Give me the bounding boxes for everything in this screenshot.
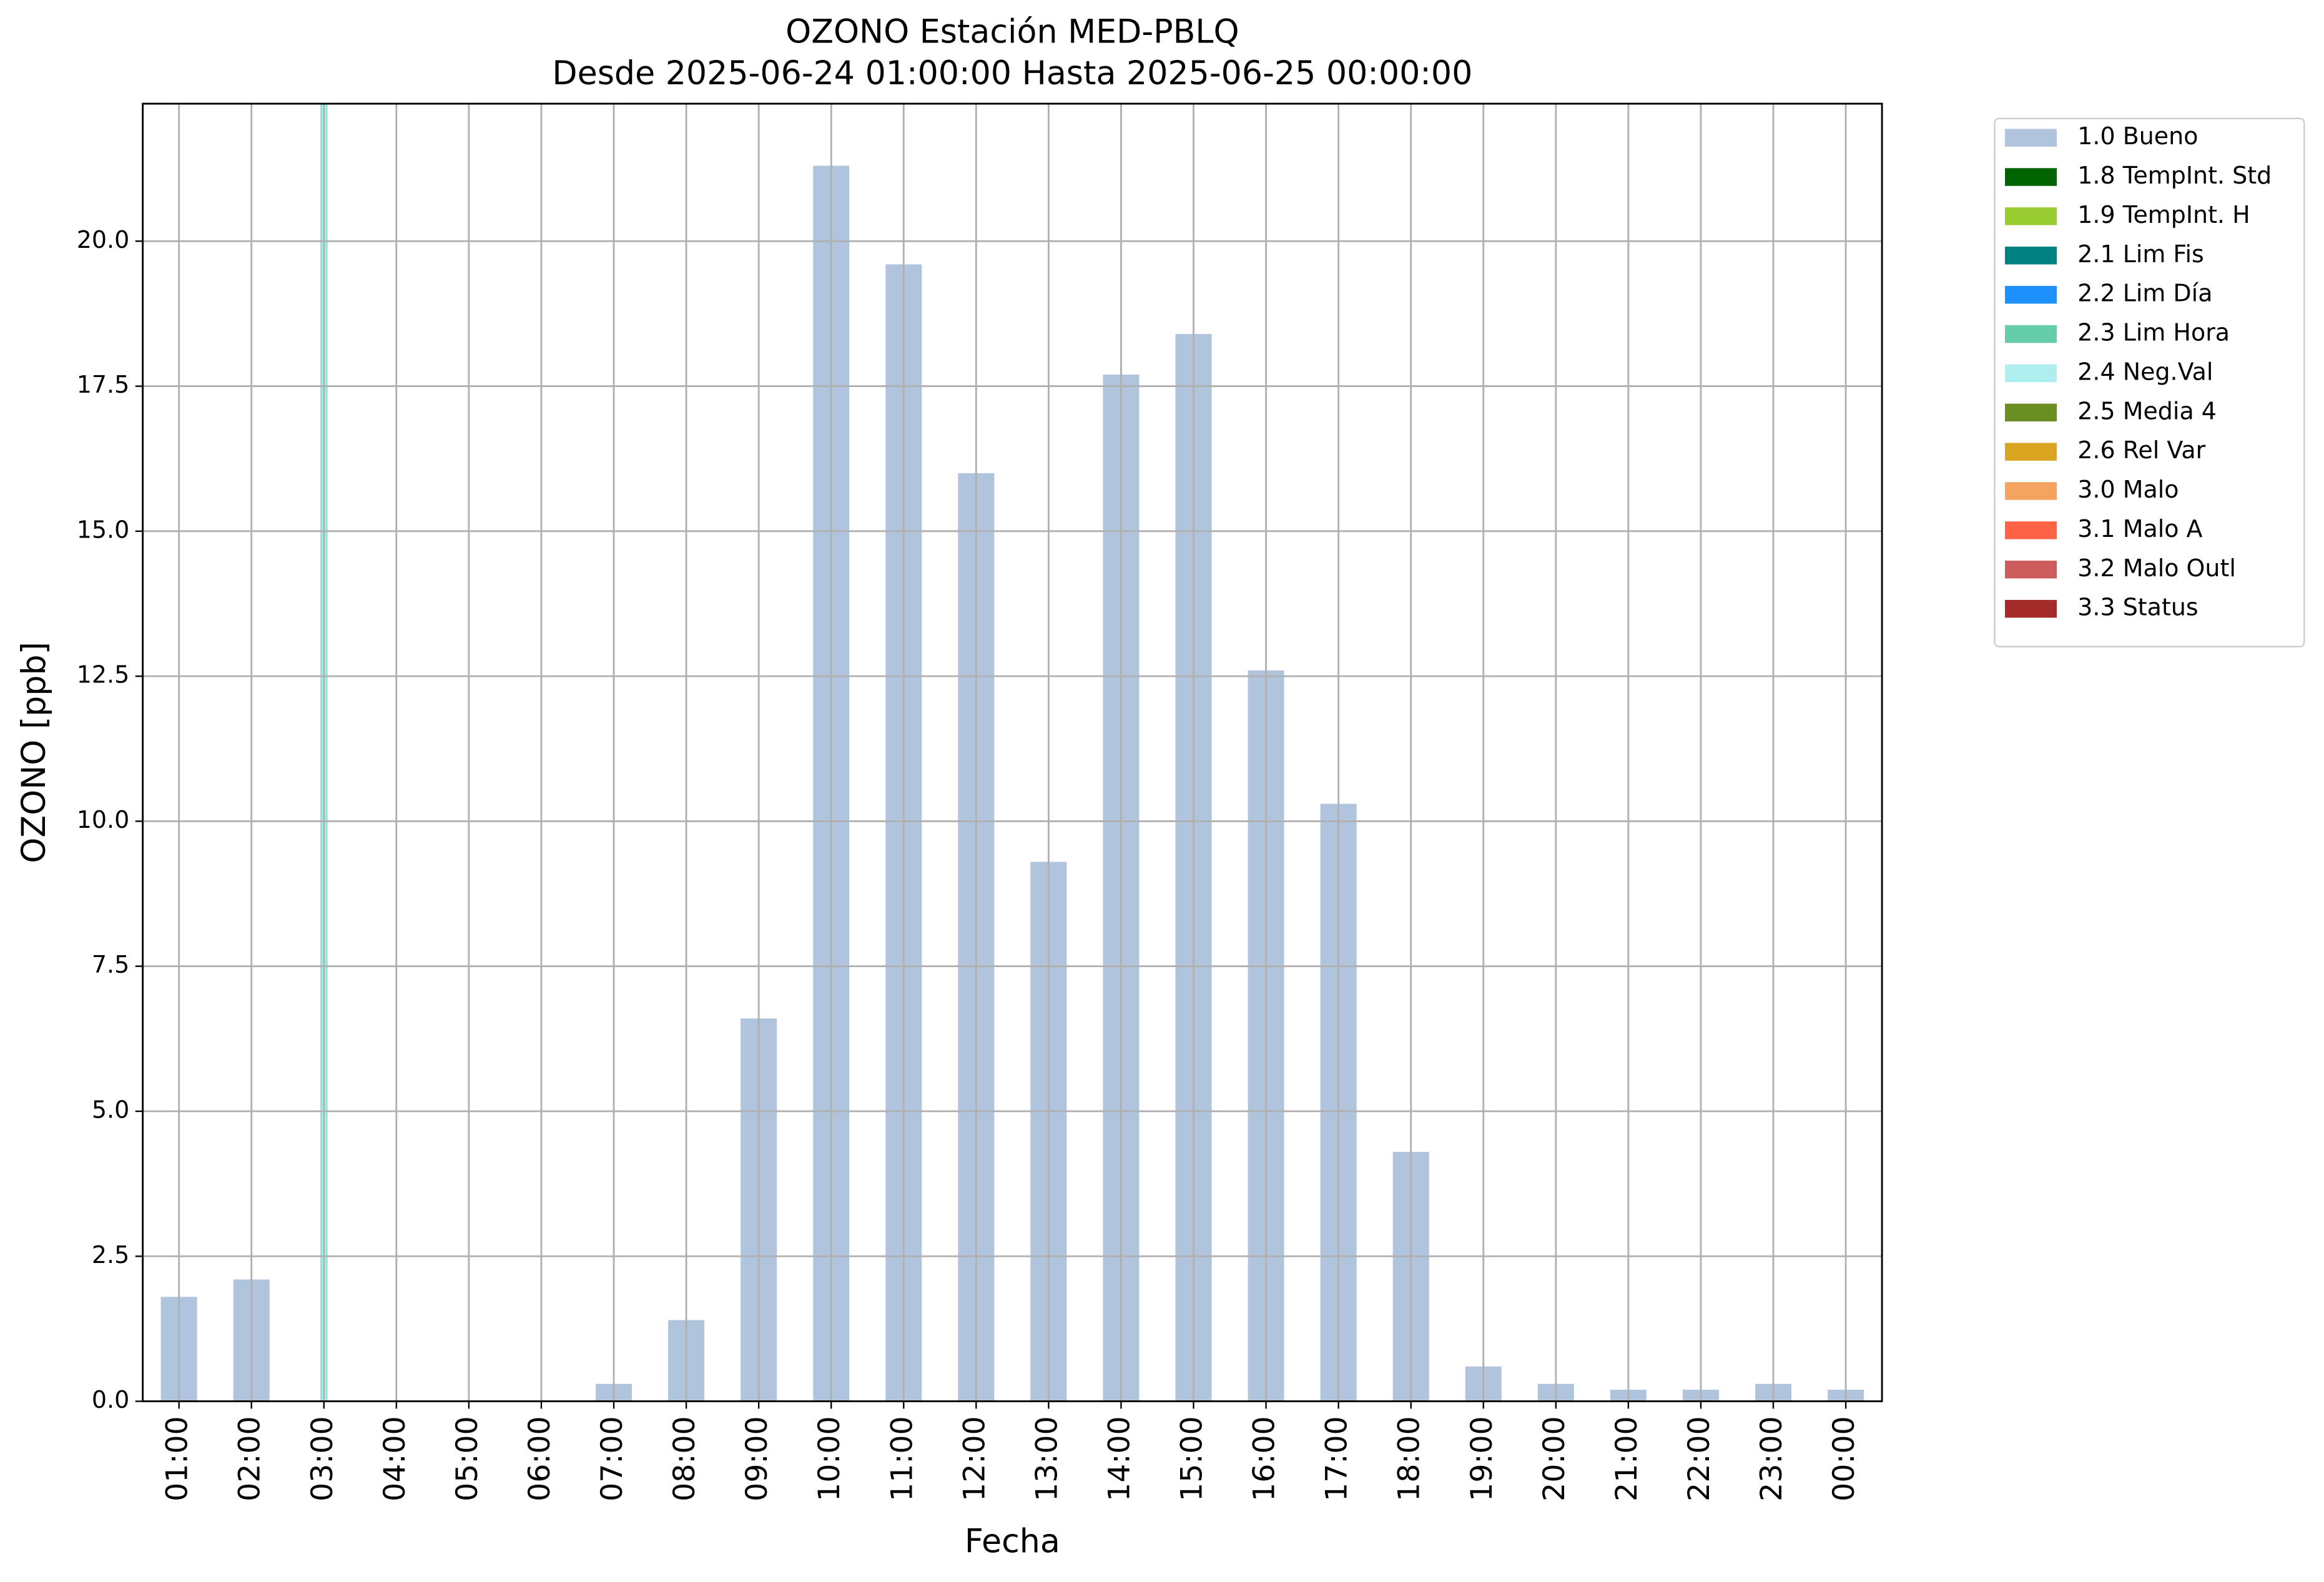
y-tick-label: 2.5 xyxy=(92,1241,129,1269)
legend-swatch xyxy=(2005,285,2057,304)
x-tick-label: 15:00 xyxy=(1175,1416,1209,1501)
legend-label: 1.0 Bueno xyxy=(2077,122,2198,150)
x-axis-label: Fecha xyxy=(965,1523,1060,1560)
legend-label: 2.1 Lim Fis xyxy=(2077,240,2204,268)
legend-swatch xyxy=(2005,129,2057,147)
x-tick-label: 11:00 xyxy=(885,1416,919,1501)
x-tick-label: 12:00 xyxy=(957,1416,992,1501)
legend-swatch xyxy=(2005,561,2057,579)
legend-label: 3.0 Malo xyxy=(2077,476,2179,503)
legend-label: 2.3 Lim Hora xyxy=(2077,319,2230,346)
y-tick-label: 10.0 xyxy=(77,806,130,833)
x-tick-label: 07:00 xyxy=(595,1416,629,1501)
x-tick-label: 21:00 xyxy=(1610,1416,1644,1501)
legend-label: 1.8 TempInt. Std xyxy=(2077,162,2272,189)
chart-subtitle: Desde 2025-06-24 01:00:00 Hasta 2025-06-… xyxy=(552,55,1472,92)
y-tick-label: 20.0 xyxy=(77,226,130,253)
legend-label: 3.3 Status xyxy=(2077,594,2198,621)
legend-label: 2.6 Rel Var xyxy=(2077,436,2205,464)
x-tick-label: 06:00 xyxy=(523,1416,557,1501)
legend-label: 2.5 Media 4 xyxy=(2077,397,2217,425)
legend-swatch xyxy=(2005,364,2057,383)
y-tick-label: 12.5 xyxy=(77,661,130,689)
y-axis-label: OZONO [ppb] xyxy=(16,642,53,863)
x-tick-label: 18:00 xyxy=(1392,1416,1427,1501)
x-tick-label: 19:00 xyxy=(1465,1416,1499,1501)
x-tick-label: 22:00 xyxy=(1682,1416,1716,1501)
x-tick-label: 01:00 xyxy=(160,1416,195,1501)
legend-label: 3.1 Malo A xyxy=(2077,515,2202,543)
legend-swatch xyxy=(2005,521,2057,539)
legend-swatch xyxy=(2005,482,2057,500)
legend-label: 2.4 Neg.Val xyxy=(2077,358,2213,385)
x-tick-label: 13:00 xyxy=(1030,1416,1064,1501)
legend-label: 3.2 Malo Outl xyxy=(2077,554,2236,582)
y-tick-label: 0.0 xyxy=(92,1386,129,1413)
x-tick-label: 08:00 xyxy=(667,1416,702,1501)
x-tick-label: 10:00 xyxy=(812,1416,847,1501)
x-tick-label: 23:00 xyxy=(1755,1416,1789,1501)
legend-box xyxy=(1994,117,2305,647)
legend-swatch xyxy=(2005,325,2057,343)
plot-frame xyxy=(142,102,1883,1402)
y-tick-label: 7.5 xyxy=(92,951,129,978)
legend-label: 1.9 TempInt. H xyxy=(2077,201,2250,228)
x-tick-label: 03:00 xyxy=(305,1416,340,1501)
x-tick-label: 17:00 xyxy=(1320,1416,1354,1501)
legend-swatch xyxy=(2005,247,2057,265)
x-tick-label: 09:00 xyxy=(740,1416,774,1501)
x-tick-label: 20:00 xyxy=(1537,1416,1572,1501)
x-tick-label: 02:00 xyxy=(233,1416,267,1501)
legend-swatch xyxy=(2005,168,2057,186)
x-tick-label: 04:00 xyxy=(378,1416,412,1501)
legend-swatch xyxy=(2005,599,2057,618)
y-tick-label: 5.0 xyxy=(92,1096,129,1123)
legend-swatch xyxy=(2005,207,2057,225)
x-tick-label: 14:00 xyxy=(1102,1416,1136,1501)
chart-title: OZONO Estación MED-PBLQ xyxy=(785,14,1239,51)
legend-swatch xyxy=(2005,403,2057,422)
legend-label: 2.2 Lim Día xyxy=(2077,280,2212,307)
y-tick-label: 17.5 xyxy=(77,371,130,398)
legend-swatch xyxy=(2005,443,2057,461)
x-tick-label: 05:00 xyxy=(450,1416,485,1501)
y-tick-label: 15.0 xyxy=(77,516,130,543)
x-tick-label: 00:00 xyxy=(1827,1416,1861,1501)
x-tick-label: 16:00 xyxy=(1248,1416,1282,1501)
